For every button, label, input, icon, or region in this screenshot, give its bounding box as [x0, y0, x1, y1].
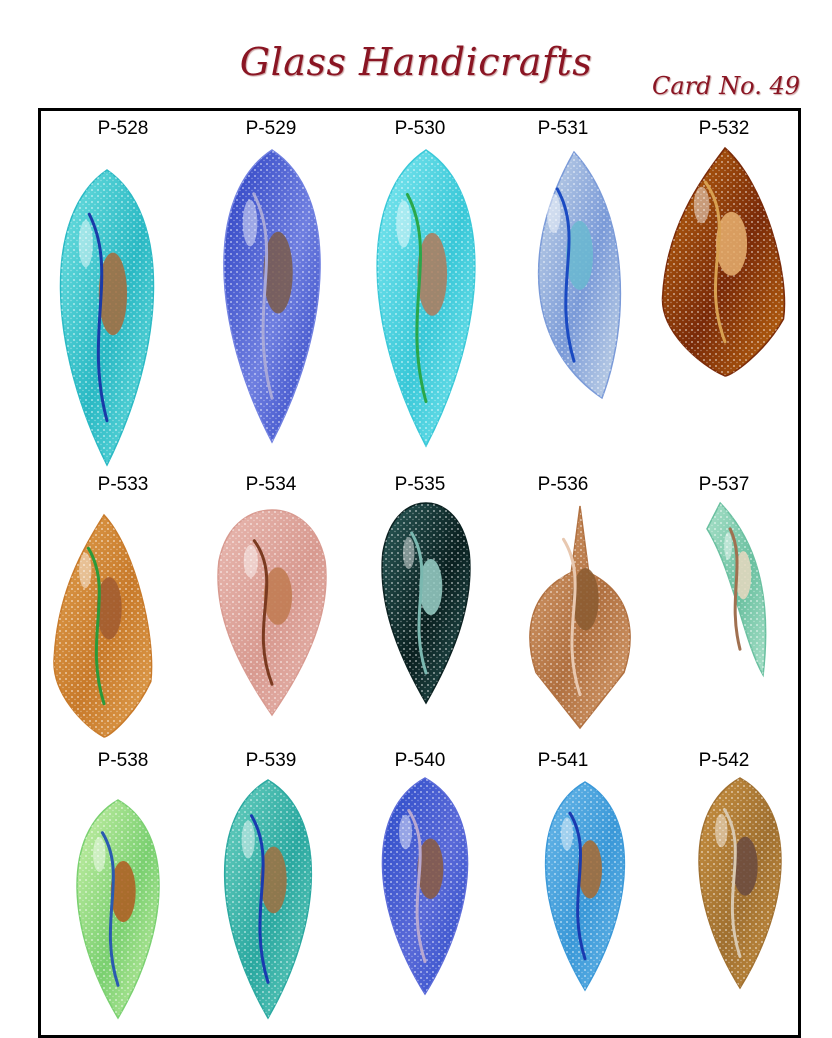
card-number: Card No. 49	[652, 72, 800, 100]
pendant-image	[661, 146, 786, 377]
pendant-code-label: P-534	[245, 474, 297, 495]
pendant-image	[76, 799, 160, 1020]
pendant-image	[381, 777, 469, 996]
pendant-code-label: P-538	[97, 750, 149, 771]
pendant-image	[217, 509, 327, 717]
pendant-code-label: P-539	[245, 750, 297, 771]
pendant-image	[223, 779, 313, 1020]
pendant-code-label: P-528	[97, 118, 149, 139]
pendant-code-label: P-529	[245, 118, 297, 139]
page-title: Glass Handicrafts	[239, 40, 593, 84]
pendant-image	[529, 505, 631, 730]
pendant-image	[544, 781, 626, 992]
pendant-code-label: P-535	[394, 474, 446, 495]
pendant-image	[381, 502, 471, 705]
pendant-image	[706, 501, 767, 678]
pendant-code-label: P-541	[537, 750, 589, 771]
pendant-code-label: P-530	[394, 118, 446, 139]
pendant-image	[53, 513, 153, 738]
pendant-image	[537, 150, 622, 400]
pendant-code-label: P-537	[698, 474, 750, 495]
pendant-code-label: P-533	[97, 474, 149, 495]
pendant-image	[698, 777, 782, 990]
pendant-image	[59, 169, 155, 467]
pendant-image	[376, 149, 476, 448]
pendant-code-label: P-542	[698, 750, 750, 771]
pendant-code-label: P-540	[394, 750, 446, 771]
pendant-code-label: P-532	[698, 118, 750, 139]
pendant-code-label: P-536	[537, 474, 589, 495]
pendant-code-label: P-531	[537, 118, 589, 139]
pendant-image	[223, 149, 321, 444]
